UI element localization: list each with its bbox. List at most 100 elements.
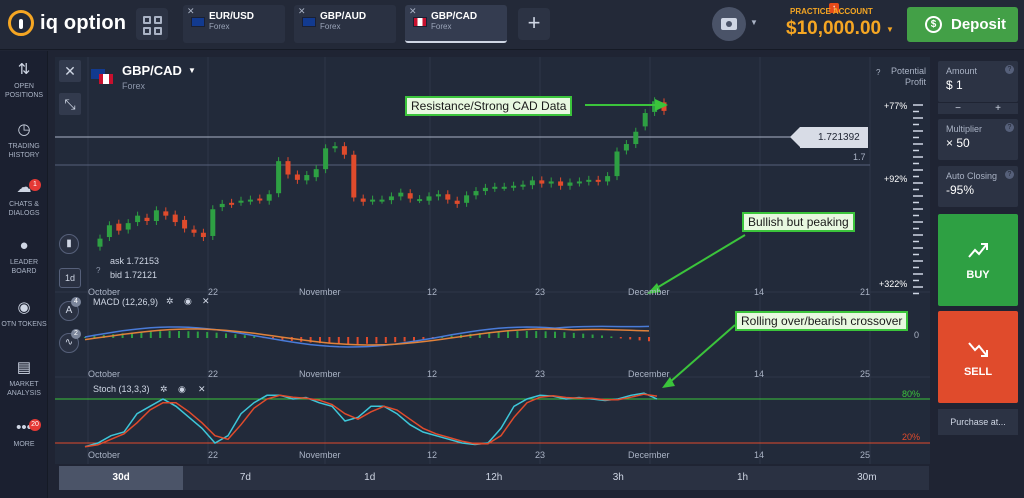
x-tick: 22 bbox=[208, 287, 219, 297]
candle bbox=[435, 194, 441, 197]
indicators-badge: 4 bbox=[71, 297, 81, 307]
candle bbox=[153, 210, 159, 221]
tab-gbpcad[interactable]: ✕ GBP/CAD Forex bbox=[405, 5, 507, 43]
help-icon[interactable]: ? bbox=[1005, 65, 1014, 74]
x-tick: 23 bbox=[535, 450, 546, 460]
candle bbox=[351, 154, 357, 198]
candle bbox=[135, 215, 141, 223]
settings-icon[interactable]: ✲ bbox=[160, 384, 168, 394]
nav-otn[interactable]: ◉ OTN TOKENS bbox=[0, 299, 48, 329]
timeframe-12h[interactable]: 12h bbox=[485, 472, 503, 483]
chart-type-icon[interactable]: ▮ bbox=[59, 234, 79, 254]
nav-open-positions[interactable]: ⇅ OPEN POSITIONS bbox=[0, 61, 48, 100]
asset-grid-button[interactable] bbox=[136, 8, 168, 40]
nav-leaderboard[interactable]: ● LEADER BOARD bbox=[0, 237, 48, 276]
analysis-icon: ▤ bbox=[16, 359, 32, 376]
multiplier-field[interactable]: Multiplier ? × 50 bbox=[938, 119, 1018, 160]
timeframe-30d[interactable]: 30d bbox=[59, 466, 184, 490]
annotation-resistance: Resistance/Strong CAD Data bbox=[405, 96, 573, 116]
logo[interactable]: iq option bbox=[8, 10, 126, 36]
multiplier-value[interactable]: × 50 bbox=[946, 136, 970, 150]
x-tick: 14 bbox=[754, 287, 765, 297]
profit-level: +77% bbox=[884, 101, 908, 111]
macd-histogram-bar bbox=[149, 331, 152, 338]
account-type[interactable]: PRACTICE ACCOUNT bbox=[790, 7, 873, 16]
macd-histogram-bar bbox=[629, 337, 632, 340]
candlestick-chart[interactable] bbox=[55, 57, 930, 464]
macd-histogram-bar bbox=[638, 337, 641, 341]
candle bbox=[257, 198, 263, 201]
leaderboard-icon: ● bbox=[19, 237, 29, 254]
help-icon[interactable]: ? bbox=[1005, 170, 1014, 179]
amount-input[interactable]: $ 1 bbox=[946, 78, 963, 92]
settings-icon[interactable]: ✲ bbox=[166, 296, 174, 306]
x-tick: October bbox=[88, 287, 121, 297]
deposit-button[interactable]: $ Deposit bbox=[907, 7, 1018, 42]
timeframe-7d[interactable]: 7d bbox=[239, 472, 251, 483]
info-icon: ? bbox=[876, 68, 881, 77]
x-tick: October bbox=[88, 369, 121, 379]
chevron-down-icon[interactable]: ▼ bbox=[886, 25, 894, 34]
autoclose-value[interactable]: -95% bbox=[946, 183, 975, 197]
candle bbox=[276, 161, 282, 194]
macd-histogram-bar bbox=[619, 337, 622, 339]
macd-histogram-bar bbox=[272, 337, 274, 340]
flag-icon bbox=[302, 17, 316, 27]
timeframe-button[interactable]: 1d bbox=[59, 268, 81, 288]
timeframe-3h[interactable]: 3h bbox=[612, 472, 624, 483]
candle bbox=[304, 175, 310, 181]
chart-area[interactable] bbox=[55, 57, 930, 464]
collapse-icon[interactable]: ⤡ bbox=[59, 93, 81, 115]
annotation-bullish: Bullish but peaking bbox=[742, 212, 855, 232]
arrow-up-icon: ↑ bbox=[829, 3, 839, 13]
x-tick: December bbox=[628, 287, 670, 297]
tab-sub: Forex bbox=[431, 22, 452, 31]
candle bbox=[426, 196, 432, 201]
timeframe-30m[interactable]: 30m bbox=[857, 472, 877, 483]
chevron-down-icon[interactable]: ▼ bbox=[188, 66, 196, 75]
buy-button[interactable]: BUY bbox=[938, 214, 1018, 306]
camera-icon[interactable] bbox=[712, 7, 746, 41]
tab-eurusd[interactable]: ✕ EUR/USD Forex bbox=[183, 5, 285, 43]
candle bbox=[595, 179, 601, 182]
candle bbox=[445, 194, 451, 200]
candle bbox=[229, 202, 235, 205]
eye-icon[interactable]: ◉ bbox=[178, 384, 186, 394]
increase-button[interactable]: + bbox=[995, 103, 1001, 114]
nav-more[interactable]: ••• MORE 20 bbox=[0, 419, 48, 449]
stoch-d-line bbox=[84, 393, 658, 448]
candle bbox=[106, 225, 112, 238]
close-icon[interactable]: ✕ bbox=[187, 6, 195, 16]
close-icon[interactable]: ✕ bbox=[409, 6, 417, 16]
account-balance[interactable]: $10,000.00 bbox=[786, 18, 882, 39]
help-icon[interactable]: ? bbox=[1005, 123, 1014, 132]
add-tab-button[interactable]: + bbox=[518, 8, 550, 40]
purchase-at-button[interactable]: Purchase at... bbox=[938, 409, 1018, 435]
nav-trading-history[interactable]: ◷ TRADING HISTORY bbox=[0, 121, 48, 160]
nav-market-analysis[interactable]: ▤ MARKET ANALYSIS bbox=[0, 359, 48, 398]
macd-histogram-bar bbox=[140, 331, 143, 338]
tab-gbpaud[interactable]: ✕ GBP/AUD Forex bbox=[294, 5, 396, 43]
candle bbox=[492, 186, 498, 189]
macd-histogram-bar bbox=[178, 331, 180, 338]
amount-field[interactable]: Amount ? $ 1 bbox=[938, 61, 1018, 102]
macd-histogram-bar bbox=[554, 331, 556, 338]
close-icon[interactable]: ✕ bbox=[202, 296, 210, 306]
candle bbox=[332, 146, 338, 149]
profit-level: +322% bbox=[879, 279, 908, 289]
timeframe-1d[interactable]: 1d bbox=[364, 472, 376, 483]
nav-chats[interactable]: ☁ CHATS & DIALOGS 1 bbox=[0, 179, 48, 218]
eye-icon[interactable]: ◉ bbox=[184, 296, 192, 306]
close-icon[interactable]: ✕ bbox=[298, 6, 306, 16]
decrease-button[interactable]: − bbox=[955, 103, 961, 114]
close-chart-button[interactable]: ✕ bbox=[59, 60, 81, 82]
timeframe-1h[interactable]: 1h bbox=[736, 472, 749, 483]
chevron-down-icon[interactable]: ▼ bbox=[750, 18, 758, 27]
sell-button[interactable]: SELL bbox=[938, 311, 1018, 403]
autoclose-field[interactable]: Auto Closing ? -95% bbox=[938, 166, 1018, 207]
macd-histogram-bar bbox=[394, 337, 397, 343]
asset-name[interactable]: GBP/CAD bbox=[122, 63, 182, 78]
close-icon[interactable]: ✕ bbox=[198, 384, 206, 394]
macd-histogram-bar bbox=[84, 337, 86, 338]
candle bbox=[642, 113, 648, 127]
